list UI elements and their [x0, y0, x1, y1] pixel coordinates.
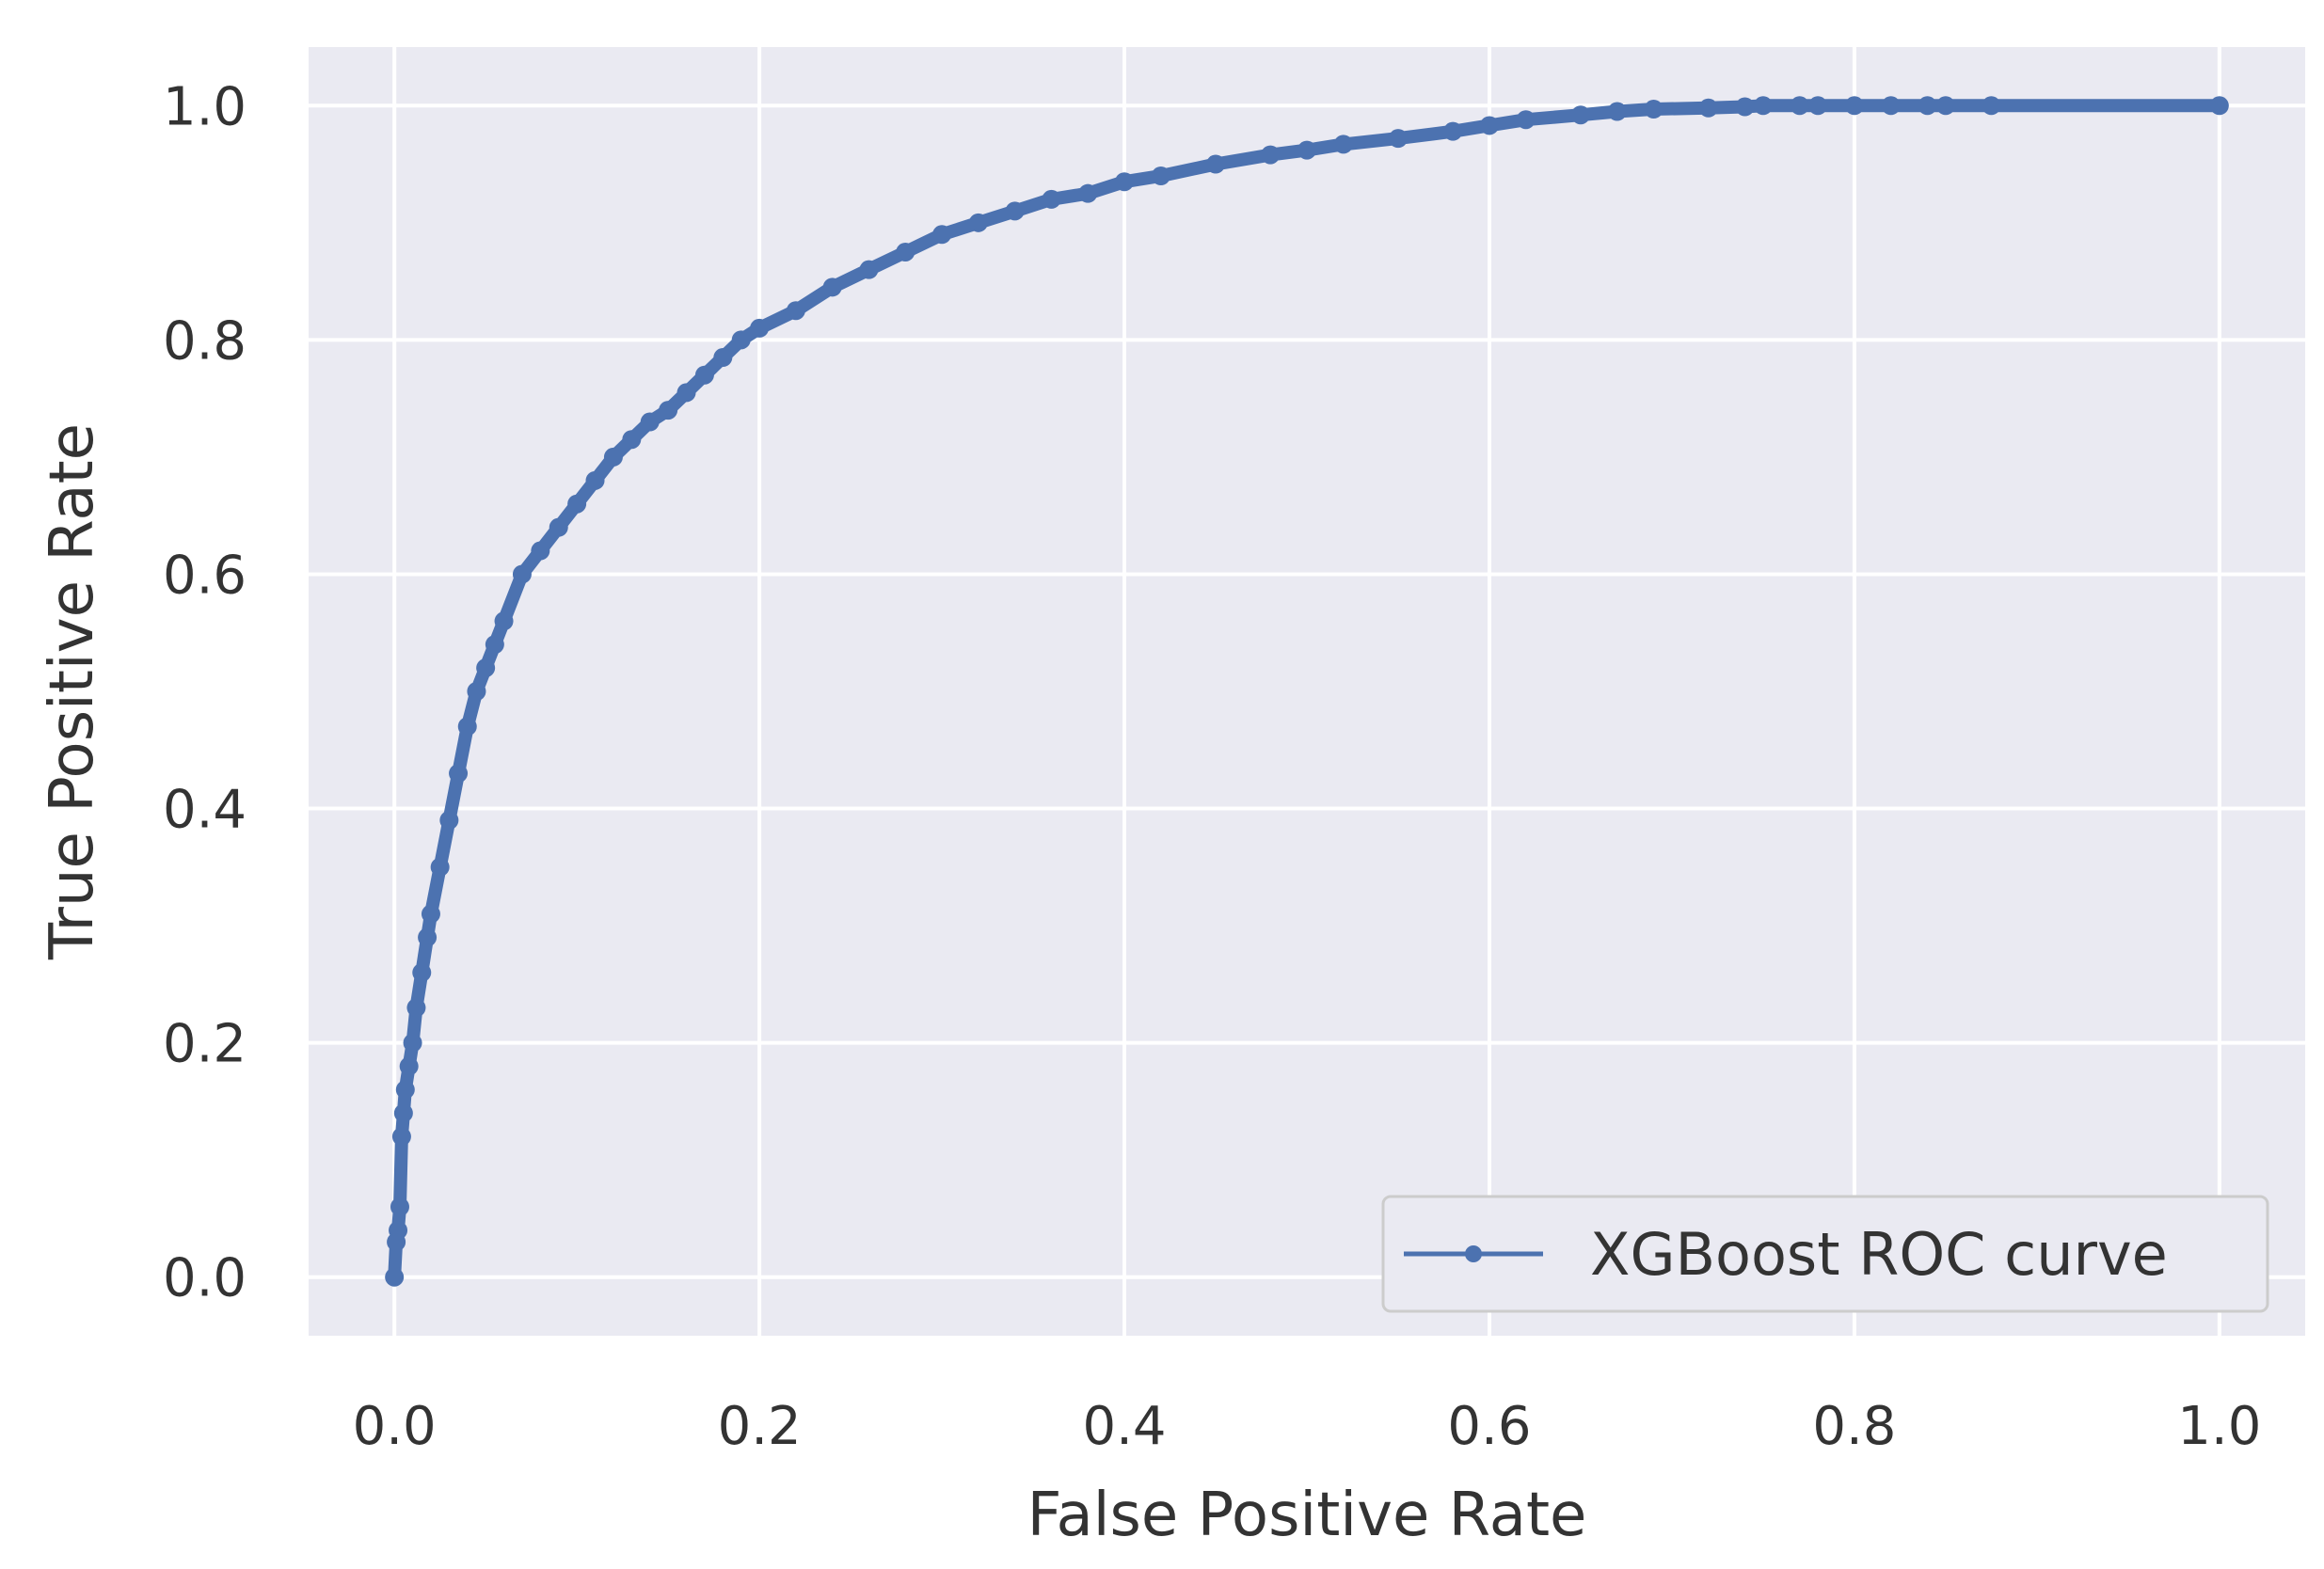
roc-curve-point: [1479, 116, 1499, 135]
roc-curve-point: [393, 1103, 413, 1123]
roc-curve-point: [1790, 96, 1809, 116]
roc-curve-point: [512, 564, 532, 584]
roc-curve-point: [385, 1267, 405, 1287]
roc-curve-point: [822, 277, 842, 297]
roc-curve-point: [1935, 96, 1955, 116]
roc-curve-point: [1297, 140, 1316, 160]
roc-curve-point: [430, 857, 450, 877]
y-tick-label: 0.4: [163, 780, 247, 841]
roc-curve-point: [418, 927, 438, 947]
plot-area-background: [309, 47, 2305, 1336]
roc-curve-point: [485, 635, 504, 655]
roc-curve-point: [467, 682, 486, 701]
roc-curve-point: [731, 330, 751, 350]
roc-curve-point: [694, 365, 714, 385]
roc-curve-point: [406, 998, 426, 1018]
roc-curve-point: [659, 401, 678, 420]
roc-curve-point: [786, 301, 805, 321]
roc-curve-point: [531, 541, 550, 561]
roc-curve-point: [1607, 102, 1627, 121]
roc-curve-point: [391, 1127, 411, 1147]
roc-curve-point: [1753, 96, 1773, 116]
y-tick-label: 1.0: [163, 76, 247, 137]
roc-curve-point: [1698, 98, 1718, 118]
roc-curve-point: [1735, 97, 1755, 117]
x-gridlines: [392, 47, 2221, 1336]
roc-curve-point: [476, 658, 496, 678]
roc-curve-point: [1261, 145, 1281, 165]
roc-curve-point: [549, 517, 568, 537]
y-tick-label: 0.2: [163, 1014, 247, 1075]
roc-curve-point: [457, 717, 477, 737]
x-tick-label: 0.6: [1447, 1396, 1531, 1457]
roc-curve-point: [932, 225, 952, 245]
roc-curve-point: [622, 430, 642, 450]
x-tick-label: 0.8: [1812, 1396, 1896, 1457]
roc-curve-point: [1078, 183, 1098, 203]
y-tick-label: 0.8: [163, 310, 247, 372]
y-tick-label: 0.0: [163, 1248, 247, 1309]
roc-curve-point: [1388, 129, 1408, 149]
roc-curve-point: [896, 242, 915, 262]
roc-curve-point: [1516, 110, 1536, 130]
roc-curve-point: [859, 260, 879, 279]
y-tick-labels: 0.0 0.2 0.4 0.6 0.8 1.0: [163, 76, 247, 1308]
roc-curve-point: [403, 1033, 422, 1053]
roc-curve-point: [389, 1220, 408, 1240]
roc-curve-point: [1042, 189, 1061, 209]
legend-label-xgboost: XGBoost ROC curve: [1590, 1220, 2168, 1289]
y-tick-label: 0.6: [163, 545, 247, 606]
roc-curve-point: [494, 611, 514, 631]
x-tick-label: 1.0: [2177, 1396, 2261, 1457]
roc-curve-point: [1443, 121, 1463, 141]
legend: XGBoost ROC curve: [1381, 1195, 2269, 1313]
roc-curve-point: [640, 412, 660, 432]
roc-curve-point: [1115, 172, 1135, 192]
roc-curve-point: [968, 213, 988, 232]
y-axis-label: True Positive Rate: [38, 423, 107, 960]
roc-curve-point: [1206, 154, 1226, 174]
roc-curve-point: [1333, 135, 1353, 154]
legend-marker-swatch: [1465, 1245, 1482, 1262]
roc-curve-point: [1644, 100, 1663, 119]
roc-curve-point: [1005, 201, 1025, 221]
roc-curve-point: [449, 764, 469, 784]
roc-curve-point: [395, 1080, 415, 1100]
roc-curve-point: [399, 1056, 419, 1076]
roc-curve-point: [750, 318, 770, 338]
roc-curve-point: [1844, 96, 1864, 116]
roc-curve-point: [603, 447, 623, 467]
roc-curve-point: [1982, 96, 2001, 116]
roc-curve-point: [1151, 166, 1170, 185]
roc-curve-point: [1918, 96, 1937, 116]
roc-curve-point: [421, 904, 440, 924]
roc-curve-point: [390, 1197, 409, 1216]
x-tick-label: 0.2: [718, 1396, 802, 1457]
roc-curve-point: [439, 811, 459, 830]
roc-curve-point: [713, 348, 733, 368]
roc-curve-point: [585, 470, 605, 490]
roc-curve-point: [1808, 96, 1828, 116]
roc-curve-point: [1881, 96, 1901, 116]
roc-curve-point: [677, 383, 696, 403]
x-tick-label: 0.4: [1083, 1396, 1167, 1457]
roc-curve-point: [412, 962, 432, 982]
roc-curve-point: [1570, 105, 1590, 125]
series-layer: [385, 96, 2229, 1287]
roc-curve-point: [2209, 96, 2229, 116]
x-tick-label: 0.0: [353, 1396, 437, 1457]
x-axis-label: False Positive Rate: [1027, 1481, 1587, 1550]
x-tick-labels: 0.0 0.2 0.4 0.6 0.8 1.0: [353, 1396, 2262, 1457]
roc-curve-point: [567, 494, 587, 514]
legend-box: [1381, 1195, 2269, 1313]
